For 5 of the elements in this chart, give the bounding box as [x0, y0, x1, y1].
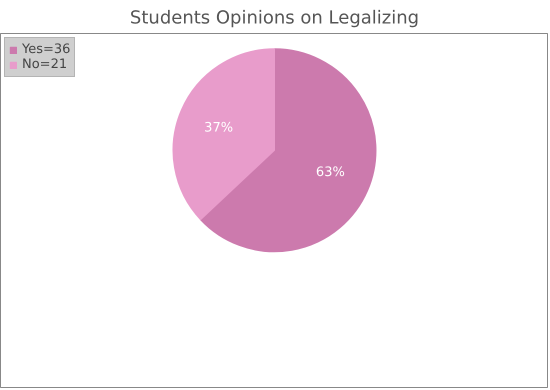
legend-label: Yes=36 [22, 42, 70, 57]
data-label: 63% [316, 165, 345, 180]
legend-label: No=21 [22, 57, 68, 72]
data-label: 37% [204, 120, 234, 136]
chart-title: Students Opinions on Legalizing [130, 8, 420, 28]
